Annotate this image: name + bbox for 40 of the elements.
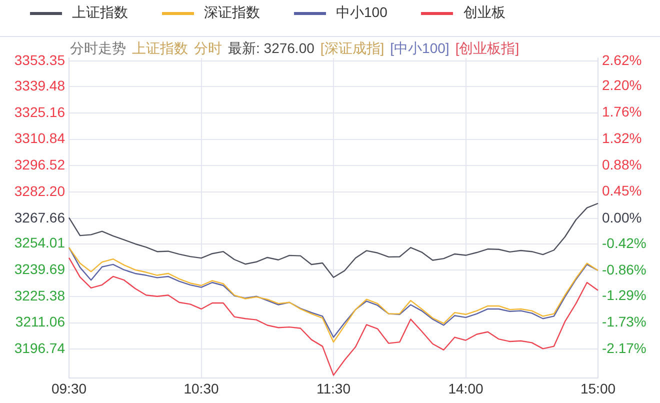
y-tick-label: 3225.38 (14, 287, 66, 304)
legend-label: 创业板 (463, 4, 506, 22)
x-tick-label: 14:00 (448, 380, 484, 396)
y2-tick-label: -0.86% (602, 261, 646, 278)
y-tick-label: 3353.35 (14, 52, 66, 68)
text: [中小100] (390, 40, 450, 56)
y2-tick-label: 1.32% (602, 130, 642, 146)
x-tick-label: 10:30 (184, 380, 219, 396)
y-tick-label: 3267.66 (14, 210, 66, 226)
y2-tick-label: 0.88% (602, 156, 642, 173)
y2-tick-label: -1.73% (602, 314, 646, 330)
legend-label: 深证指数 (204, 4, 260, 22)
y2-tick-label: 2.62% (602, 52, 642, 68)
y-tick-label: 3254.01 (14, 234, 66, 251)
y2-tick-label: 2.20% (602, 77, 642, 94)
x-tick-label: 15:00 (580, 380, 616, 396)
x-tick-label: 09:30 (51, 380, 87, 396)
y2-tick-label: 0.00% (602, 210, 642, 226)
y-tick-label: 3296.52 (14, 156, 66, 172)
text: [深证成指] (320, 40, 384, 56)
text: 最新: 3276.00 (228, 40, 314, 56)
y-tick-label: 3282.20 (14, 182, 66, 199)
x-tick-label: 11:30 (316, 380, 351, 396)
text: 上证指数 (132, 40, 188, 56)
y-tick-label: 3211.06 (15, 314, 66, 330)
legend-label: 上证指数 (72, 4, 128, 22)
y2-tick-label: 0.45% (602, 182, 642, 198)
text: 分时走势 (70, 40, 126, 56)
y-tick-label: 3325.16 (14, 104, 66, 120)
y2-tick-label: -2.17% (602, 340, 646, 356)
y-tick-label: 3239.69 (14, 261, 66, 278)
y-tick-label: 3339.48 (14, 77, 66, 94)
text: [创业板指] (455, 40, 520, 56)
y2-tick-label: -1.29% (602, 287, 646, 304)
y-tick-label: 3310.84 (14, 130, 66, 146)
y-tick-label: 3196.74 (14, 340, 66, 356)
y2-tick-label: 1.76% (602, 104, 642, 120)
text: 分时 (194, 40, 222, 56)
legend-label: 中小100 (336, 4, 388, 22)
y2-tick-label: -0.42% (602, 234, 646, 251)
